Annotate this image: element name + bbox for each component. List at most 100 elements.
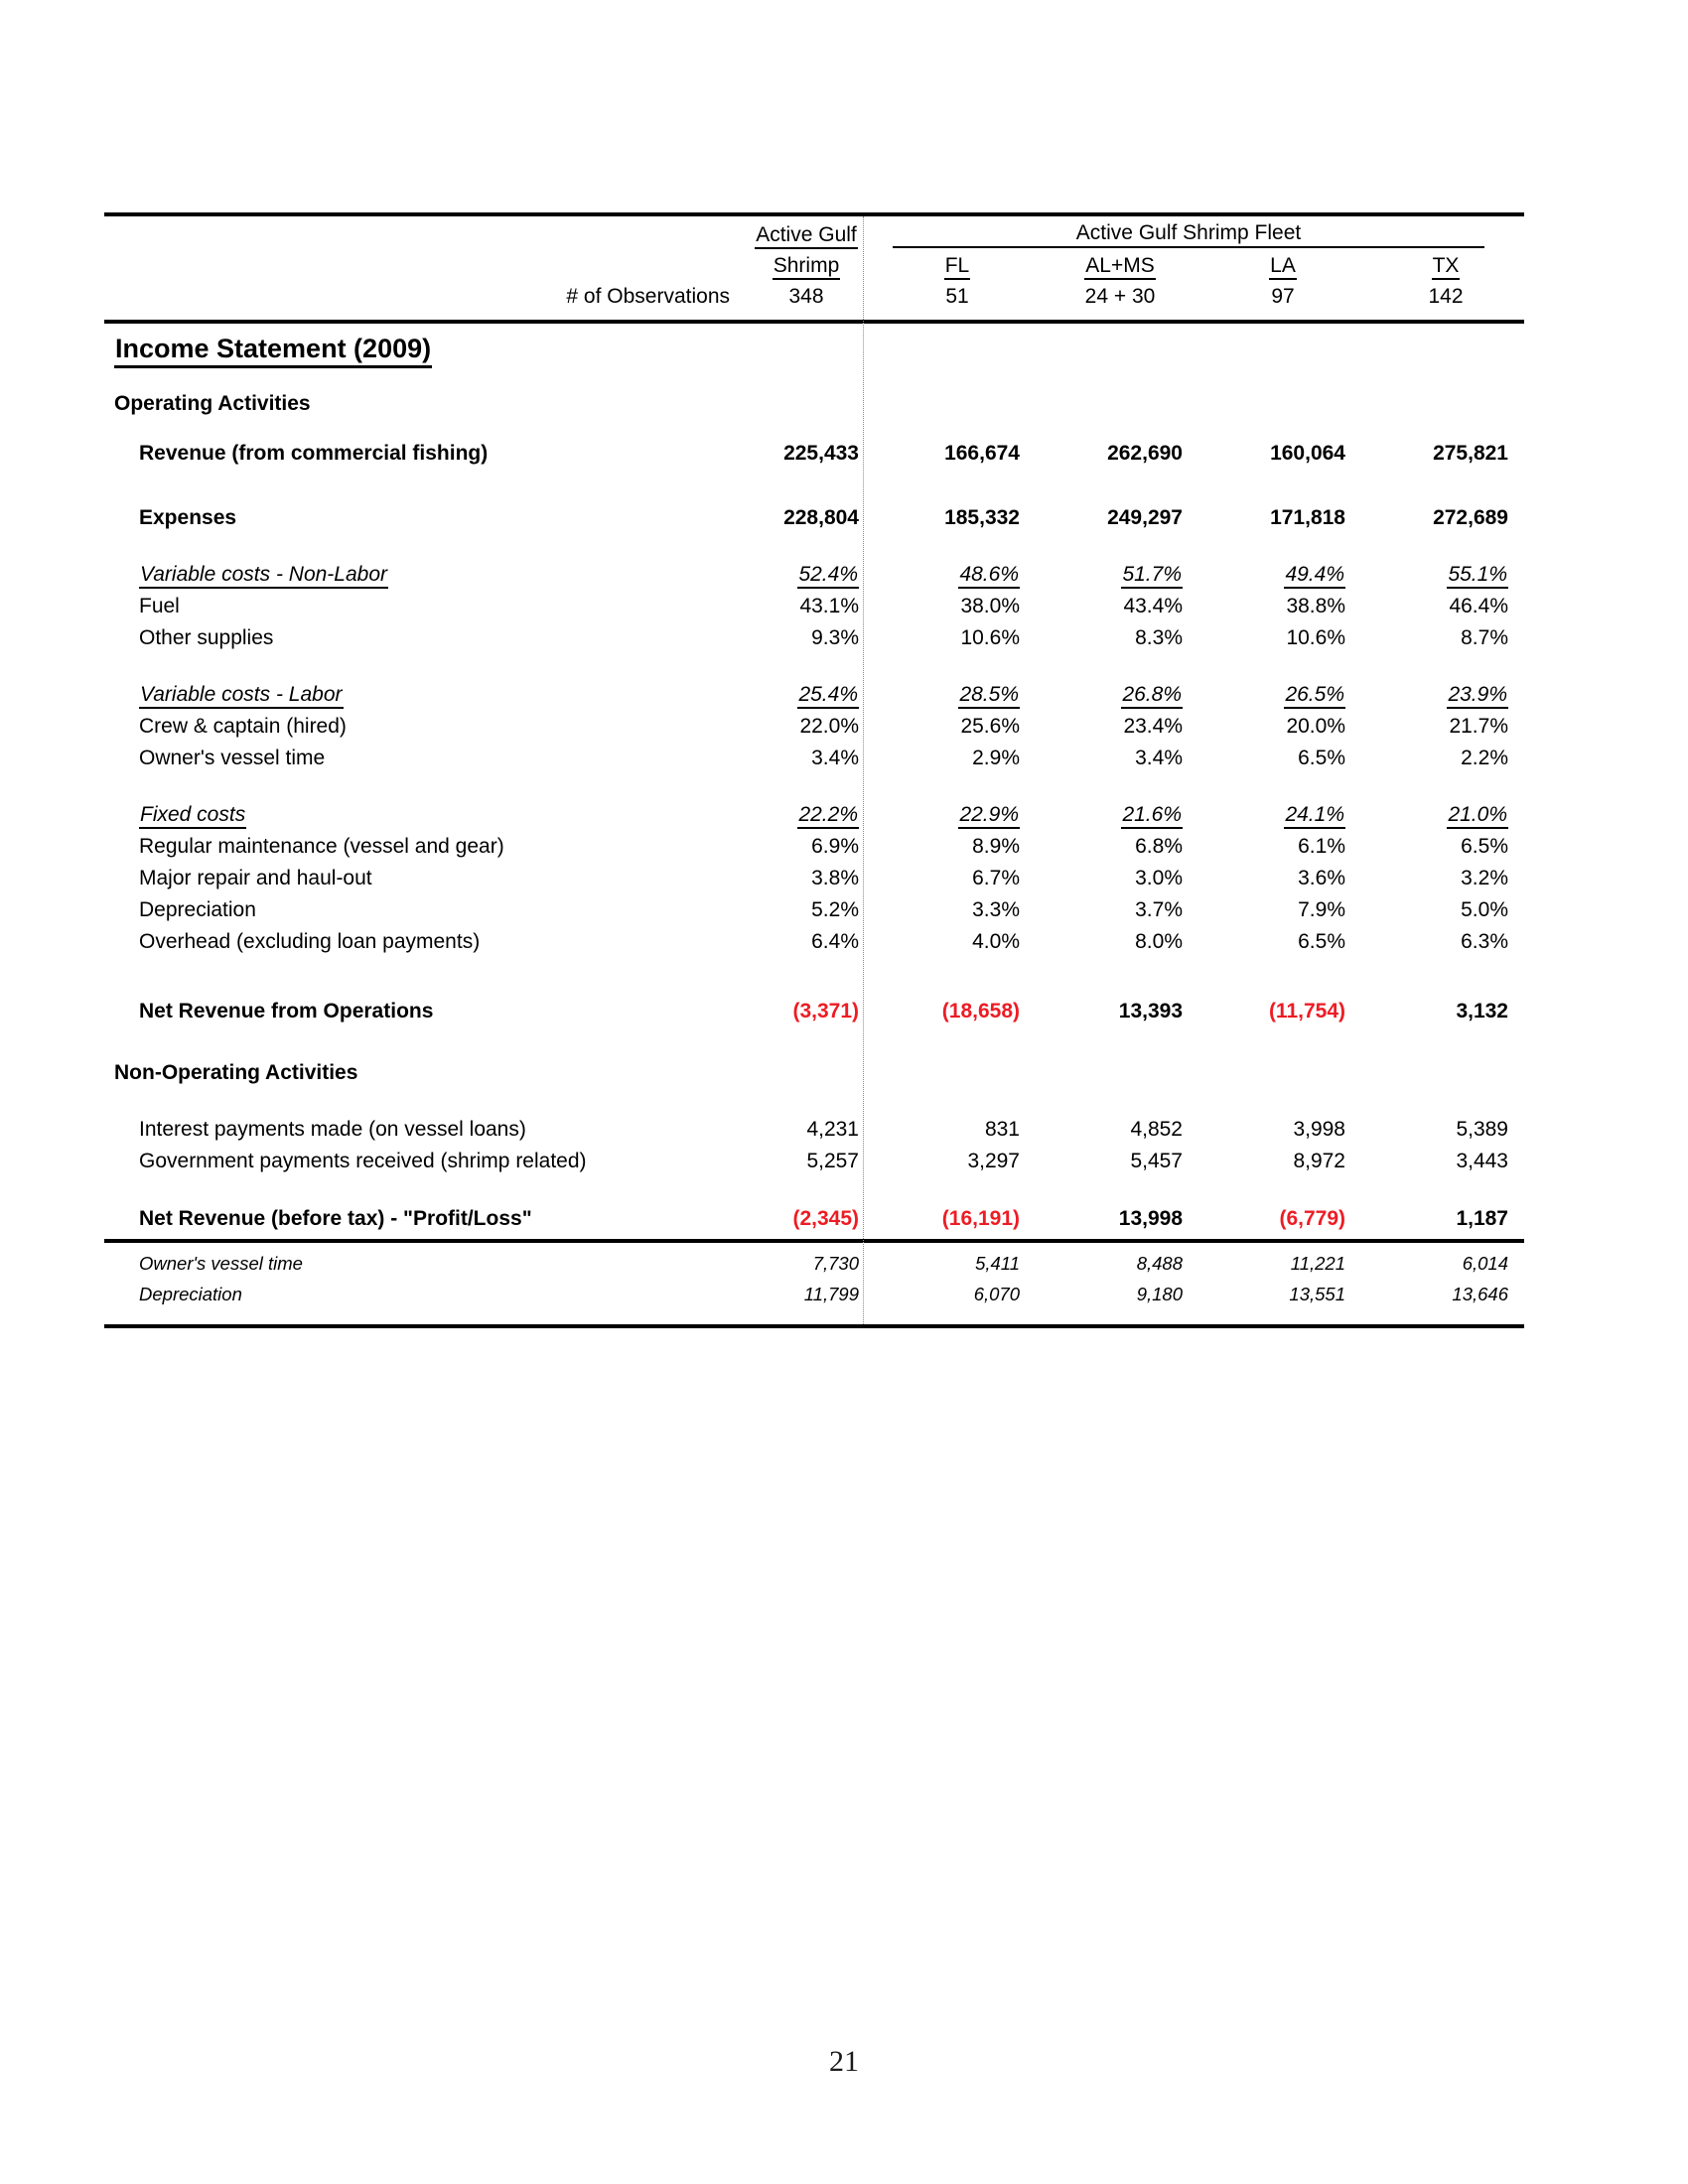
row-label: Net Revenue (before tax) - "Profit/Loss" [139, 1207, 532, 1231]
row-filler [1514, 894, 1524, 926]
underlined-label: Variable costs - Labor [139, 683, 344, 710]
row-value: 5,411 [975, 1253, 1020, 1275]
row-value: 9.3% [811, 626, 859, 650]
row-value: 6.5% [1461, 835, 1508, 859]
underlined-value: 23.9% [1447, 683, 1508, 710]
row-value: 26.8% [1026, 679, 1189, 711]
row-filler [750, 330, 863, 368]
row-value: 5.2% [811, 898, 859, 922]
header-col-fl: FL [863, 250, 1026, 281]
table-row: Variable costs - Non-Labor 52.4% 48.6% 51.7… [104, 559, 1524, 591]
row-filler [1514, 1203, 1524, 1235]
row-value: 6.5% [1298, 930, 1345, 954]
row-value: 8.9% [972, 835, 1020, 859]
header-row-observations: # of Observations 348 51 24 + 30 97 142 [104, 281, 1524, 312]
header-row-2: Shrimp FL AL+MS LA TX [104, 250, 1524, 281]
row-value: 3.4% [811, 747, 859, 770]
row-value: 46.4% [1449, 595, 1508, 618]
row-label: Non-Operating Activities [114, 1061, 358, 1085]
row-label: Operating Activities [114, 392, 311, 416]
row-filler [1514, 996, 1524, 1027]
row-value: 6,070 [973, 1284, 1020, 1305]
row-filler [1514, 438, 1524, 470]
table-row: Net Revenue (before tax) - "Profit/Loss"… [104, 1203, 1524, 1235]
row-label: Owner's vessel time [139, 747, 326, 770]
header-spacer [104, 250, 750, 281]
table-row: Operating Activities [104, 388, 1524, 420]
row-value: 11,799 [803, 1284, 859, 1305]
row-filler [750, 388, 863, 420]
row-value: 3,297 [967, 1150, 1020, 1173]
underlined-value: 49.4% [1284, 563, 1345, 590]
row-value: 225,433 [783, 442, 859, 466]
table-rows: Income Statement (2009) Operating Activit… [104, 330, 1524, 1308]
row-value: 6.8% [1135, 835, 1183, 859]
row-value: 13,551 [1289, 1284, 1345, 1305]
row-filler [1514, 1146, 1524, 1177]
row-value: (3,371) [792, 1000, 859, 1024]
header-col-tx: TX [1351, 250, 1514, 281]
row-value: 2.2% [1461, 747, 1508, 770]
header-shrimp-label: Shrimp [772, 254, 841, 281]
row-value: 4,231 [806, 1118, 859, 1142]
table-row: Depreciation 5.2% 3.3% 3.7% 7.9% 5.0% [104, 894, 1524, 926]
row-value: 21.7% [1449, 715, 1508, 739]
observations-la: 97 [1271, 285, 1295, 308]
row-value: 23.9% [1351, 679, 1514, 711]
row-label: Major repair and haul-out [139, 867, 372, 890]
row-value: 6.3% [1461, 930, 1508, 954]
table-row: Interest payments made (on vessel loans)… [104, 1114, 1524, 1146]
row-value: 3,443 [1456, 1150, 1508, 1173]
underlined-value: 21.6% [1121, 803, 1183, 830]
row-value: 2.9% [972, 747, 1020, 770]
row-value: 13,393 [1118, 1000, 1183, 1024]
header-filler [1514, 281, 1524, 312]
row-value: 49.4% [1189, 559, 1351, 591]
row-label: Expenses [139, 506, 237, 530]
underlined-value: 21.0% [1447, 803, 1508, 830]
table-row: Revenue (from commercial fishing) 225,433… [104, 438, 1524, 470]
row-value: (18,658) [941, 1000, 1020, 1024]
underlined-label: Income Statement (2009) [114, 334, 433, 369]
table-row: Crew & captain (hired) 22.0% 25.6% 23.4% 20.… [104, 711, 1524, 743]
row-value: 21.0% [1351, 799, 1514, 831]
row-value: 831 [984, 1118, 1020, 1142]
table-row: Fixed costs 22.2% 22.9% 21.6% 24.1% 21.0% [104, 799, 1524, 831]
row-value: 6.5% [1298, 747, 1345, 770]
observations-fl: 51 [945, 285, 969, 308]
row-value: (16,191) [941, 1207, 1020, 1231]
row-value: 25.4% [750, 679, 863, 711]
row-label: Other supplies [139, 626, 274, 650]
table-row: Net Revenue from Operations (3,371) (18,65… [104, 996, 1524, 1027]
underlined-value: 55.1% [1447, 563, 1508, 590]
underlined-value: 26.5% [1284, 683, 1345, 710]
row-value: 171,818 [1270, 506, 1345, 530]
row-value: 3.2% [1461, 867, 1508, 890]
row-value: 5.0% [1461, 898, 1508, 922]
row-label: Regular maintenance (vessel and gear) [139, 835, 504, 859]
row-filler [1514, 559, 1524, 591]
row-value: 1,187 [1456, 1207, 1508, 1231]
row-value: 24.1% [1189, 799, 1351, 831]
row-value: 22.2% [750, 799, 863, 831]
row-value: 6.4% [811, 930, 859, 954]
row-value: 13,998 [1118, 1207, 1183, 1231]
row-filler [1514, 863, 1524, 894]
row-label: Fuel [139, 595, 180, 618]
underlined-value: 48.6% [958, 563, 1020, 590]
table-header: Active Gulf Active Gulf Shrimp Fleet Shr… [104, 216, 1524, 320]
row-value: 3.3% [972, 898, 1020, 922]
row-value: 5,257 [806, 1150, 859, 1173]
header-shrimp: Shrimp [750, 250, 863, 281]
header-bottom-rule [104, 320, 1524, 324]
row-label: Revenue (from commercial fishing) [139, 442, 489, 466]
row-label: Overhead (excluding loan payments) [139, 930, 481, 954]
row-value: 8.0% [1135, 930, 1183, 954]
row-filler [1514, 591, 1524, 622]
row-value: 43.1% [799, 595, 859, 618]
table-row: Owner's vessel time 7,730 5,411 8,488 11,221… [104, 1249, 1524, 1278]
row-value: 272,689 [1433, 506, 1508, 530]
underlined-label: Fixed costs [139, 803, 247, 830]
row-value: (2,345) [792, 1207, 859, 1231]
table-row: Other supplies 9.3% 10.6% 8.3% 10.6% 8.7% [104, 622, 1524, 654]
